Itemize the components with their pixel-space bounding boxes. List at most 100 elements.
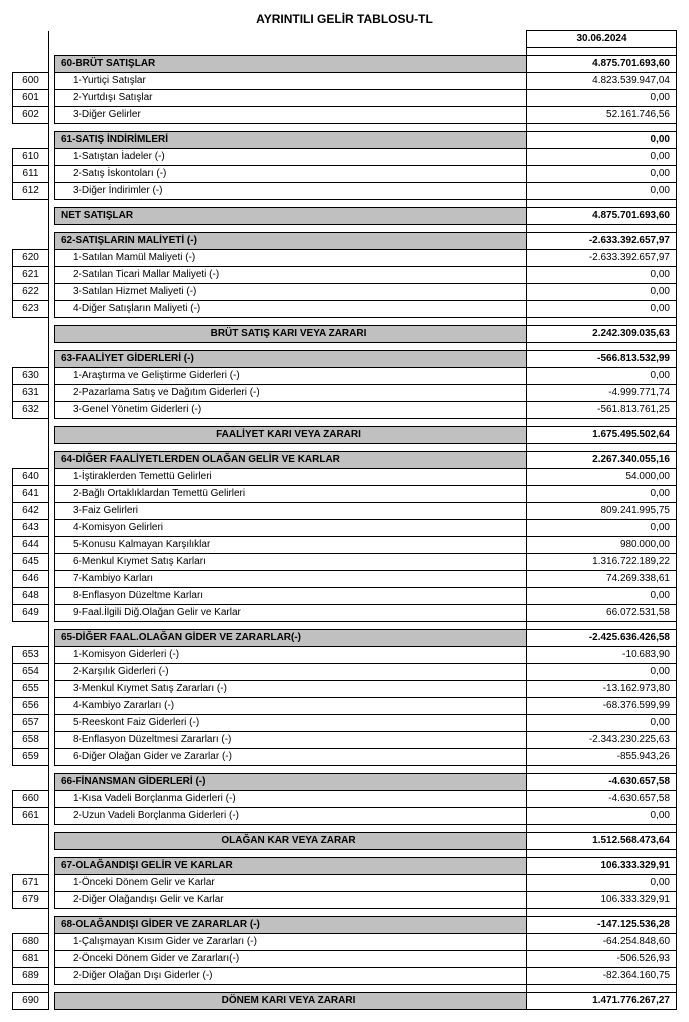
table-row: 6892-Diğer Olağan Dışı Giderler (-)-82.3… — [13, 968, 677, 985]
row-code: 600 — [13, 73, 49, 90]
table-row: 6601-Kısa Vadeli Borçlanma Giderleri (-)… — [13, 791, 677, 808]
row-value: 1.512.568.473,64 — [527, 833, 677, 850]
row-value: -13.162.973,80 — [527, 681, 677, 698]
row-code: 630 — [13, 368, 49, 385]
row-label: BRÜT SATIŞ KARI VEYA ZARARI — [55, 326, 527, 343]
row-value: 54.000,00 — [527, 469, 677, 486]
table-row: 6023-Diğer Gelirler52.161.746,56 — [13, 107, 677, 124]
table-row: 6423-Faiz Gelirleri809.241.995,75 — [13, 503, 677, 520]
row-code: 654 — [13, 664, 49, 681]
row-label: 2-Diğer Olağan Dışı Giderler (-) — [55, 968, 527, 985]
row-code — [13, 774, 49, 791]
table-row: 6499-Faal.İlgili Diğ.Olağan Gelir ve Kar… — [13, 605, 677, 622]
row-value: 1.471.776.267,27 — [527, 993, 677, 1010]
row-label: 62-SATIŞLARIN MALİYETİ (-) — [55, 233, 527, 250]
table-row: 6012-Yurtdışı Satışlar0,00 — [13, 90, 677, 107]
row-value: 66.072.531,58 — [527, 605, 677, 622]
table-row: 6434-Komisyon Gelirleri0,00 — [13, 520, 677, 537]
row-value: -64.254.848,60 — [527, 934, 677, 951]
row-label: 1-Satılan Mamül Maliyeti (-) — [55, 250, 527, 267]
table-row: 6445-Konusu Kalmayan Karşılıklar980.000,… — [13, 537, 677, 554]
row-code: 653 — [13, 647, 49, 664]
row-value: 1.316.722.189,22 — [527, 554, 677, 571]
table-row: 6201-Satılan Mamül Maliyeti (-)-2.633.39… — [13, 250, 677, 267]
table-row: 6234-Diğer Satışların Maliyeti (-)0,00 — [13, 301, 677, 318]
row-code: 679 — [13, 892, 49, 909]
row-label: 1-İştiraklerden Temettü Gelirleri — [55, 469, 527, 486]
row-code: 655 — [13, 681, 49, 698]
row-label: 1-Satıştan İadeler (-) — [55, 149, 527, 166]
row-code: 648 — [13, 588, 49, 605]
row-label: 4-Diğer Satışların Maliyeti (-) — [55, 301, 527, 318]
table-row — [13, 766, 677, 774]
row-label: 1-Yurtiçi Satışlar — [55, 73, 527, 90]
row-code — [13, 56, 49, 73]
table-row: 657 5-Reeskont Faiz Giderleri (-)0,00 — [13, 715, 677, 732]
row-value: -566.813.532,99 — [527, 351, 677, 368]
row-label: 3-Diğer Gelirler — [55, 107, 527, 124]
row-value: -2.633.392.657,97 — [527, 250, 677, 267]
table-row: 6467-Kambiyo Karları74.269.338,61 — [13, 571, 677, 588]
table-row — [13, 850, 677, 858]
row-value: -82.364.160,75 — [527, 968, 677, 985]
row-label: 66-FİNANSMAN GİDERLERİ (-) — [55, 774, 527, 791]
row-label: 2-Karşılık Giderleri (-) — [55, 664, 527, 681]
row-label: 4-Kambiyo Zararları (-) — [55, 698, 527, 715]
row-value: 4.823.539.947,04 — [527, 73, 677, 90]
row-code: 644 — [13, 537, 49, 554]
row-label: FAALİYET KARI VEYA ZARARI — [55, 427, 527, 444]
table-row — [13, 124, 677, 132]
table-row: 67-OLAĞANDIŞI GELİR VE KARLAR106.333.329… — [13, 858, 677, 875]
row-value: -2.343.230.225,63 — [527, 732, 677, 749]
row-code: 657 — [13, 715, 49, 732]
row-code: 640 — [13, 469, 49, 486]
row-label: 2-Önceki Dönem Gider ve Zararları(-) — [55, 951, 527, 968]
row-label: 2-Bağlı Ortaklıklardan Temettü Gelirleri — [55, 486, 527, 503]
table-row: 6596-Diğer Olağan Gider ve Zararlar (-)-… — [13, 749, 677, 766]
row-value: 0,00 — [527, 486, 677, 503]
table-row: 630 1-Araştırma ve Geliştirme Giderleri (… — [13, 368, 677, 385]
row-code: 690 — [13, 993, 49, 1010]
table-row: OLAĞAN KAR VEYA ZARAR1.512.568.473,64 — [13, 833, 677, 850]
table-row: NET SATIŞLAR4.875.701.693,60 — [13, 208, 677, 225]
income-table: 30.06.2024 60-BRÜT SATIŞLAR4.875.701.693… — [12, 30, 677, 1010]
row-label: 7-Kambiyo Karları — [55, 571, 527, 588]
row-label: 67-OLAĞANDIŞI GELİR VE KARLAR — [55, 858, 527, 875]
report-date: 30.06.2024 — [527, 31, 677, 48]
table-row: 654 2-Karşılık Giderleri (-)0,00 — [13, 664, 677, 681]
table-row: 6531-Komisyon Giderleri (-)-10.683,90 — [13, 647, 677, 664]
row-code — [13, 917, 49, 934]
row-value: 0,00 — [527, 520, 677, 537]
table-row: 690DÖNEM KARI VEYA ZARARI1.471.776.267,2… — [13, 993, 677, 1010]
row-label: 2-Diğer Olağandışı Gelir ve Karlar — [55, 892, 527, 909]
table-row — [13, 343, 677, 351]
row-value: 0,00 — [527, 664, 677, 681]
row-label: NET SATIŞLAR — [55, 208, 527, 225]
row-code: 643 — [13, 520, 49, 537]
row-label: 2-Yurtdışı Satışlar — [55, 90, 527, 107]
row-label: 1-Önceki Dönem Gelir ve Karlar — [55, 875, 527, 892]
row-value: 74.269.338,61 — [527, 571, 677, 588]
row-value: 0,00 — [527, 368, 677, 385]
table-row — [13, 225, 677, 233]
row-label: 6-Diğer Olağan Gider ve Zararlar (-) — [55, 749, 527, 766]
row-label: 1-Araştırma ve Geliştirme Giderleri (-) — [55, 368, 527, 385]
row-code: 621 — [13, 267, 49, 284]
table-row: 6588-Enflasyon Düzeltmesi Zararları (-)-… — [13, 732, 677, 749]
row-label: 3-Faiz Gelirleri — [55, 503, 527, 520]
row-code: 622 — [13, 284, 49, 301]
row-label: 5-Reeskont Faiz Giderleri (-) — [55, 715, 527, 732]
row-code: 659 — [13, 749, 49, 766]
row-value: 0,00 — [527, 90, 677, 107]
table-row: 68-OLAĞANDIŞI GİDER VE ZARARLAR (-)-147.… — [13, 917, 677, 934]
row-label: 2-Satılan Ticari Mallar Maliyeti (-) — [55, 267, 527, 284]
row-label: 1-Komisyon Giderleri (-) — [55, 647, 527, 664]
row-value: 0,00 — [527, 183, 677, 200]
row-value: 0,00 — [527, 808, 677, 825]
table-row: 64-DİĞER FAALİYETLERDEN OLAĞAN GELİR VE … — [13, 452, 677, 469]
row-value: 4.875.701.693,60 — [527, 208, 677, 225]
row-value: 0,00 — [527, 715, 677, 732]
row-code — [13, 326, 49, 343]
row-label: 5-Konusu Kalmayan Karşılıklar — [55, 537, 527, 554]
row-code: 671 — [13, 875, 49, 892]
